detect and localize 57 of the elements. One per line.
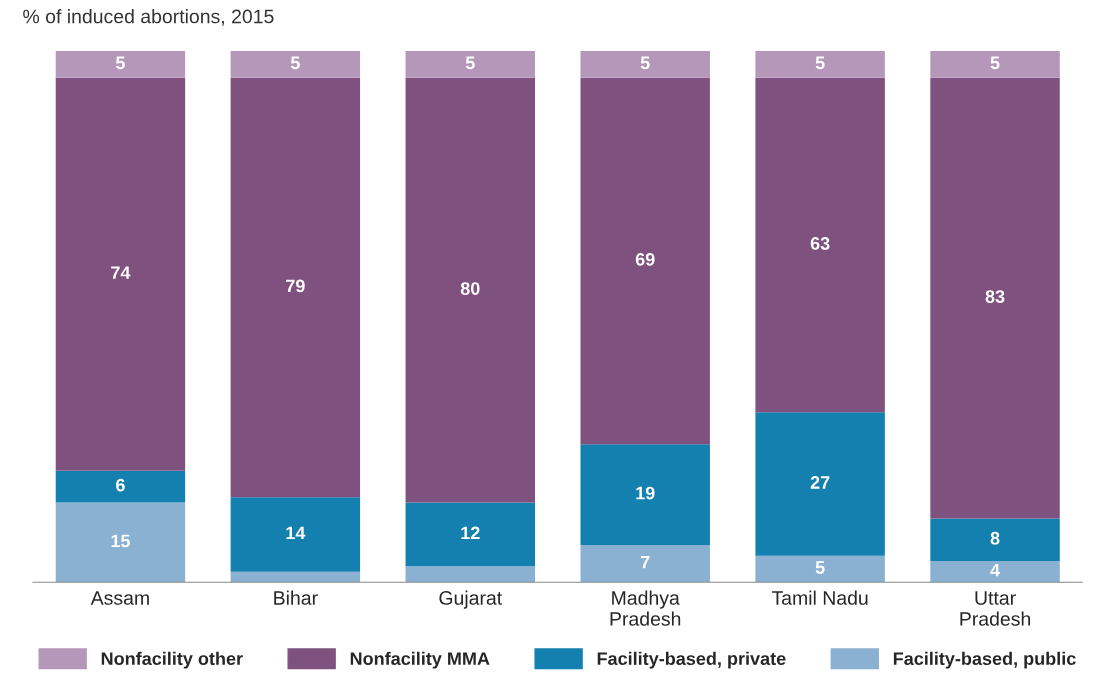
data-label: 5 [815,56,825,70]
data-label: 74 [111,266,131,279]
x-tick-label: Gujarat [439,590,503,609]
bar [580,545,710,583]
bar [930,77,1060,519]
bar [755,555,885,583]
legend-label: Facility-based, private [597,651,786,669]
x-tick-label: Bihar [274,590,318,605]
bar [230,77,361,498]
bar [930,51,1060,78]
data-label: 79 [286,279,305,293]
bar [55,502,186,583]
legend-label: Nonfacility other [101,651,243,669]
x-tick-label: Tamil Nadu [771,590,868,605]
bar [55,51,186,78]
legend-label: Facility-based, public [893,651,1076,669]
data-label: 5 [465,56,475,70]
bar [580,77,710,445]
bar [580,444,710,546]
data-label: 19 [636,486,655,500]
data-label: 5 [990,56,1000,70]
bar [755,77,885,413]
data-label: 12 [461,526,480,540]
bar [55,77,186,471]
bar [405,566,535,583]
data-label: 6 [116,478,125,492]
data-label: 83 [985,290,1005,303]
x-tick-label: Uttar Pradesh [960,591,1030,626]
x-tick-label: Assam [90,591,149,605]
bar [405,77,535,503]
bar [230,51,361,78]
bar [580,51,710,78]
data-label: 7 [640,555,650,569]
y-axis-title: % of induced abortions, 2015 [23,9,274,26]
bar [930,561,1060,583]
data-label: 5 [290,56,300,70]
bar [230,497,361,572]
bar [755,412,885,556]
legend-label: Nonfacility MMA [350,651,490,669]
data-label: 63 [810,237,830,250]
data-label: 8 [990,531,1000,545]
bar [230,571,361,583]
x-tick-label: Madhya Pradesh [610,590,681,626]
data-label: 4 [990,563,1000,577]
bar [405,502,535,567]
data-label: 15 [111,534,130,548]
data-label: 80 [460,282,480,295]
data-label: 69 [635,252,655,266]
bar [405,51,535,78]
data-label: 5 [115,56,125,70]
bar [755,51,885,78]
data-label: 5 [640,56,650,70]
bar [930,518,1060,562]
data-label: 5 [815,561,825,574]
bar [55,470,186,503]
data-label: 27 [810,476,830,489]
data-label: 14 [286,526,306,540]
